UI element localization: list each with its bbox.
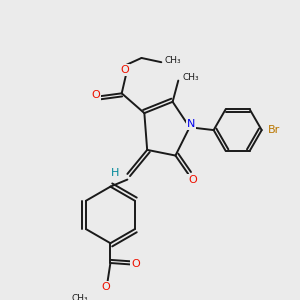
Text: CH₃: CH₃ (164, 56, 181, 65)
Text: O: O (120, 65, 129, 75)
Text: Br: Br (268, 125, 280, 135)
Text: H: H (110, 167, 119, 178)
Text: N: N (187, 119, 195, 129)
Text: O: O (91, 90, 100, 100)
Text: O: O (102, 282, 110, 292)
Text: CH₃: CH₃ (72, 294, 88, 300)
Text: CH₃: CH₃ (183, 73, 199, 82)
Text: O: O (131, 260, 140, 269)
Text: N: N (187, 119, 195, 129)
Text: O: O (188, 175, 197, 184)
